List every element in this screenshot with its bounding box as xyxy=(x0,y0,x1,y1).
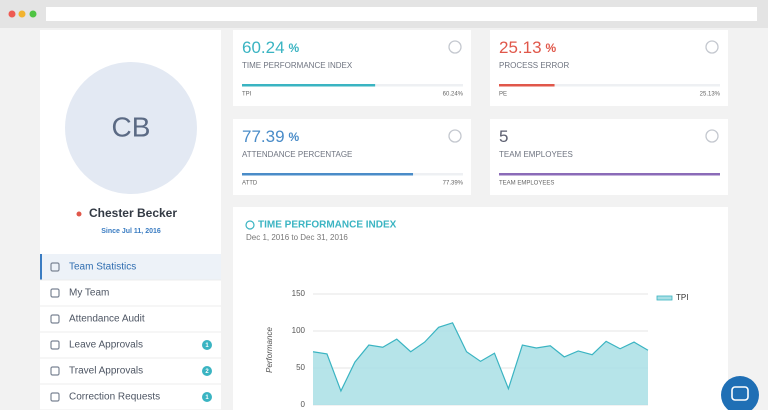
kpi-value-unit: % xyxy=(546,41,557,55)
menu-badge xyxy=(202,366,212,376)
menu-label: Team Statistics xyxy=(69,262,136,273)
kpi-label: TEAM EMPLOYEES xyxy=(499,150,573,159)
menu-item[interactable]: Leave Approvals 1 xyxy=(40,340,221,359)
y-axis-label: Performance xyxy=(265,327,274,373)
kpi-footer: TEAM EMPLOYEES xyxy=(499,181,554,187)
menu-item[interactable]: Team Statistics xyxy=(40,254,221,281)
plot: 0 50 100 150 TPI xyxy=(292,289,689,409)
y-tick-label: 150 xyxy=(292,289,306,298)
legend-label: TPI xyxy=(676,293,688,302)
kpi-footer: PE xyxy=(499,92,507,98)
kpi-value: 25.13% xyxy=(499,38,557,57)
kpi-value-number: 5 xyxy=(499,127,508,146)
kpi-value-number: 25.13 xyxy=(499,38,542,57)
menu-icon xyxy=(50,314,60,324)
kpi-value-unit: % xyxy=(289,41,300,55)
area-line xyxy=(312,322,649,393)
kpi-footer-value: 77.39% xyxy=(443,181,464,187)
menu-item[interactable]: Correction Requests 1 xyxy=(40,392,221,410)
kpi-card-bg xyxy=(490,119,728,195)
menu-icon xyxy=(50,288,60,298)
kpi-card: 77.39 % ATTENDANCE PERCENTAGE ATTD 77.39% xyxy=(233,119,471,195)
kpi-footer-value: 60.24% xyxy=(443,92,464,98)
kpi-card: 60.24 % TIME PERFORMANCE INDEX TPI 60.24% xyxy=(233,30,471,106)
kpi-icon xyxy=(705,40,719,54)
menu-badge xyxy=(202,340,212,350)
menu-icon xyxy=(50,392,60,402)
kpi-value: 77.39% xyxy=(242,127,300,146)
member-since: Since Jul 11, 2016 xyxy=(101,228,161,235)
kpi-card-bg xyxy=(233,119,471,195)
chart-icon xyxy=(245,220,255,230)
kpi-icon xyxy=(705,129,719,143)
kpi-label: ATTENDANCE PERCENTAGE xyxy=(242,150,352,159)
address-bar[interactable] xyxy=(46,7,757,21)
menu-badge-count: 2 xyxy=(205,369,209,375)
area-fill xyxy=(313,322,648,405)
menu-item[interactable]: Attendance Audit xyxy=(40,314,221,333)
menu-icon xyxy=(50,366,60,376)
kpi-footer: TPI xyxy=(242,92,252,98)
kpi-value-number: 60.24 xyxy=(242,38,285,57)
progress-bar xyxy=(499,173,720,176)
chat-icon xyxy=(731,386,749,401)
legend-swatch xyxy=(656,295,673,301)
chart-title: TIME PERFORMANCE INDEX xyxy=(258,220,397,231)
kpi-card-bg xyxy=(490,30,728,106)
kpi-footer-value: 25.13% xyxy=(700,92,721,98)
status-dot xyxy=(76,211,82,217)
menu-badge-count: 1 xyxy=(205,395,209,401)
menu-item-active-bg xyxy=(40,254,221,280)
kpi-card: 5 TEAM EMPLOYEES TEAM EMPLOYEES xyxy=(490,119,728,195)
y-tick-label: 50 xyxy=(296,363,305,372)
window-dot[interactable] xyxy=(8,10,16,18)
menu-item-active-border xyxy=(40,254,42,280)
menu-label: Correction Requests xyxy=(69,392,160,403)
chart-subtitle: Dec 1, 2016 to Dec 31, 2016 xyxy=(246,233,348,242)
menu-badge-count: 1 xyxy=(205,343,209,349)
chat-button[interactable] xyxy=(721,376,759,410)
kpi-value: 60.24% xyxy=(242,38,300,57)
kpi-icon xyxy=(448,40,462,54)
menu-label: Leave Approvals xyxy=(69,340,143,351)
user-name: Chester Becker xyxy=(89,206,177,220)
kpi-value-unit: % xyxy=(289,130,300,144)
y-tick-label: 0 xyxy=(301,400,306,409)
menu-icon xyxy=(50,262,60,272)
progress-bar xyxy=(242,84,376,87)
window-dot[interactable] xyxy=(29,10,37,18)
kpi-label: TIME PERFORMANCE INDEX xyxy=(242,61,353,70)
avatar-initials: CB xyxy=(112,111,151,142)
window-dot[interactable] xyxy=(18,10,26,18)
progress-bar xyxy=(242,173,414,176)
kpi-value: 5 xyxy=(499,127,508,146)
menu-icon xyxy=(50,340,60,350)
y-tick-label: 100 xyxy=(292,326,306,335)
menu-item[interactable]: My Team xyxy=(40,288,221,307)
progress-bar xyxy=(499,84,555,87)
kpi-card: 25.13 % PROCESS ERROR PE 25.13% xyxy=(490,30,728,106)
sidebar-menu: Team Statistics My Team Attendance Audit Le… xyxy=(40,254,221,410)
kpi-card-bg xyxy=(233,30,471,106)
kpi-icon xyxy=(448,129,462,143)
kpi-label: PROCESS ERROR xyxy=(499,61,569,70)
avatar xyxy=(65,62,197,194)
kpi-value-number: 77.39 xyxy=(242,127,285,146)
menu-label: My Team xyxy=(69,288,109,299)
menu-label: Attendance Audit xyxy=(69,314,145,325)
menu-item[interactable]: Travel Approvals 2 xyxy=(40,366,221,385)
kpi-footer: ATTD xyxy=(242,181,258,187)
menu-badge xyxy=(202,392,212,402)
progress-track xyxy=(499,84,720,87)
menu-label: Travel Approvals xyxy=(69,366,143,377)
